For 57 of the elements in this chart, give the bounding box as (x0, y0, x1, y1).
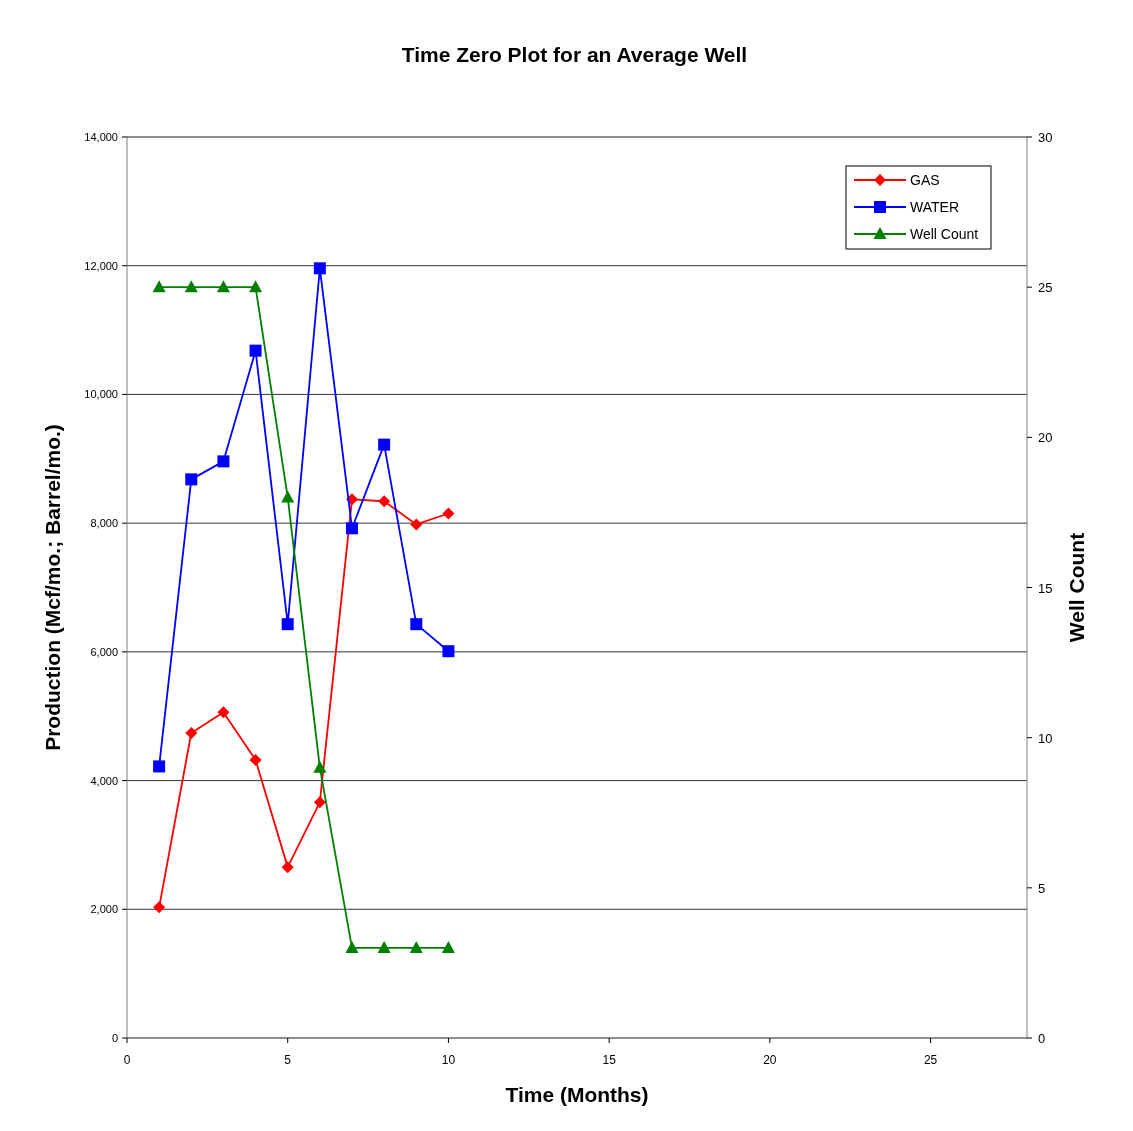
point (409, 940, 423, 953)
x-tick-label: 20 (763, 1053, 777, 1067)
x-tick-label: 25 (923, 1053, 938, 1067)
point (441, 940, 455, 953)
point (442, 507, 455, 520)
point (442, 645, 455, 658)
point (185, 473, 198, 486)
point (313, 796, 326, 809)
y2-tick-label: 20 (1038, 430, 1053, 446)
x-tick-label: 0 (123, 1053, 131, 1067)
legend-label: GAS (910, 172, 940, 188)
y2-axis-title: Well Count (1065, 532, 1088, 643)
y2-tick-label: 25 (1038, 280, 1053, 296)
point (217, 706, 230, 719)
y2-tick-label: 0 (1038, 1031, 1046, 1046)
point (249, 280, 263, 293)
point (184, 280, 198, 293)
point (185, 726, 198, 739)
point (152, 280, 166, 293)
point (153, 760, 166, 773)
point (313, 760, 327, 773)
y-tick-label: 4,000 (90, 774, 118, 787)
y-tick-label: 6,000 (90, 645, 118, 658)
point (217, 455, 230, 468)
y2-tick-label: 30 (1038, 130, 1053, 145)
point (281, 618, 294, 631)
point (378, 438, 391, 451)
point (313, 262, 326, 275)
point (249, 753, 262, 766)
point (346, 522, 358, 535)
y-tick-label: 14,000 (84, 131, 118, 143)
point (410, 618, 423, 631)
y-tick-label: 12,000 (84, 259, 118, 272)
x-tick-label: 10 (441, 1053, 456, 1067)
point (249, 344, 262, 357)
x-axis-title: Time (Months) (505, 1083, 649, 1106)
y2-tick-label: 15 (1038, 580, 1053, 596)
x-tick-label: 5 (284, 1053, 292, 1067)
point (281, 490, 295, 503)
point (377, 940, 391, 953)
x-tick-label: 15 (602, 1053, 617, 1067)
y-axis-title: Production (Mcf/mo.; Barrel/mo.) (41, 424, 64, 751)
point (153, 901, 166, 914)
y2-tick-label: 10 (1038, 730, 1053, 746)
point (216, 280, 230, 293)
legend-label: Well Count (910, 226, 979, 242)
point (378, 495, 391, 508)
point (345, 940, 359, 953)
y-tick-label: 0 (111, 1032, 118, 1044)
legend-label: WATER (910, 199, 959, 215)
y2-tick-label: 5 (1038, 880, 1046, 896)
point (410, 518, 423, 531)
y-tick-label: 8,000 (90, 517, 118, 530)
y-tick-label: 2,000 (90, 903, 118, 916)
chart-title: Time Zero Plot for an Average Well (401, 43, 748, 66)
y-tick-label: 10,000 (84, 388, 118, 401)
point (281, 861, 294, 874)
